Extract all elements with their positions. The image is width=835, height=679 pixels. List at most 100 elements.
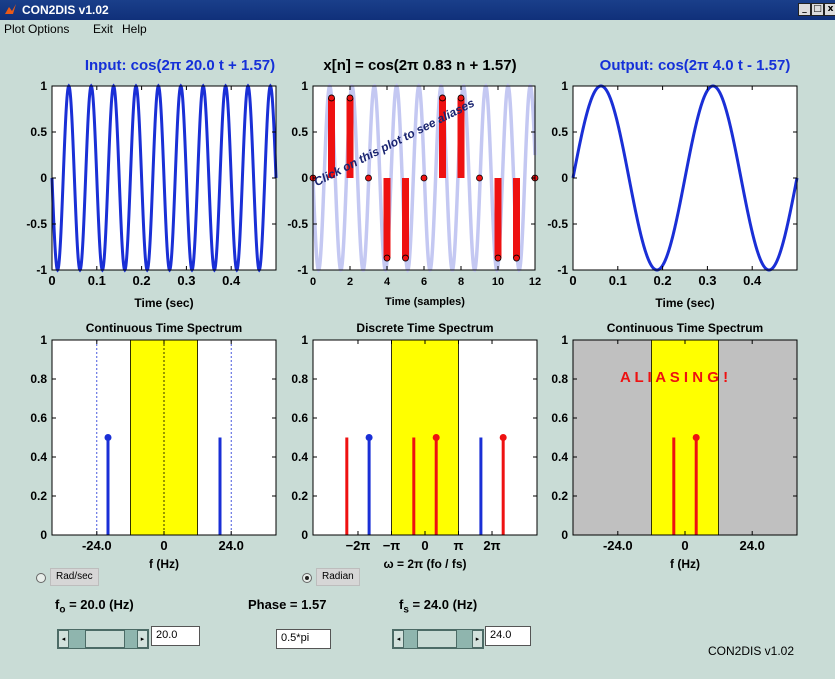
rad-sec-label: Rad/sec [50,568,99,586]
x-tick-label: 0 [48,273,55,288]
y-tick-label: -1 [557,263,568,277]
y-tick-label: 1 [561,333,568,347]
fo-slider[interactable]: ◂ ▸ [57,629,149,649]
menu-plot-options[interactable]: Plot Options [4,22,70,36]
phase-value-field[interactable]: 0.5*pi [276,629,331,649]
sample-marker [420,174,428,182]
spectrum-marker [499,434,507,441]
baseband-region [651,339,719,536]
y-tick-label: -0.5 [26,217,47,231]
fs-slider-right-arrow[interactable]: ▸ [472,630,483,648]
baseband-region [391,339,459,536]
x-tick-label: π [454,538,464,553]
sample-marker [402,254,409,262]
sample-marker [328,94,335,102]
fs-slider-left-arrow[interactable]: ◂ [393,630,404,648]
y-tick-label: 0.2 [30,489,47,503]
y-tick-label: 0.5 [30,125,47,139]
spectrum-marker [432,434,440,441]
x-tick-label: -24.0 [603,538,633,553]
y-tick-label: 0.4 [551,450,568,464]
fo-value-field[interactable]: 20.0 [151,626,200,646]
y-tick-label: -0.5 [287,217,308,231]
x-tick-label: 0 [421,538,428,553]
input-plot-title: Input: cos(2π 20.0 t + 1.57) [84,57,276,74]
x-tick-label: 10 [492,276,504,288]
fo-slider-right-arrow[interactable]: ▸ [137,630,148,648]
fo-slider-thumb[interactable] [84,630,125,648]
x-tick-label: 6 [421,276,427,288]
y-tick-label: 1 [561,79,568,93]
discrete-plot-title: x[n] = cos(2π 0.83 n + 1.57) [323,57,517,74]
close-icon[interactable]: x [824,3,835,16]
input-plot: 0 0.1 0.2 0.3 0.4 -1 -0.5 0 0.5 1 [26,79,278,288]
cont-left-xlabel: f (Hz) [149,557,179,571]
discrete-xlabel: Time (samples) [385,296,465,308]
x-tick-label: 0.2 [133,273,151,288]
fo-slider-left-arrow[interactable]: ◂ [58,630,69,648]
sample-marker [476,174,483,182]
disc-spectrum-plot: −2π −π 0 π 2π 0 0.2 0.4 0.6 0.8 1 [291,333,538,553]
sample-marker [457,94,465,102]
sample-marker [513,254,520,262]
maximize-icon[interactable]: □ [811,3,824,16]
x-tick-label: 12 [529,276,541,288]
sample-marker [365,174,372,182]
minimize-icon[interactable]: _ [798,3,811,16]
y-tick-label: 0.6 [551,411,568,425]
x-tick-label: 0 [569,273,576,288]
x-tick-label: 0.1 [609,273,627,288]
disc-spectrum-title: Discrete Time Spectrum [356,321,494,335]
x-tick-label: 0.4 [743,273,762,288]
signal-line [571,84,799,272]
x-tick-label: 4 [384,276,391,288]
menu-help[interactable]: Help [122,22,147,36]
x-tick-label: 0.4 [222,273,241,288]
x-tick-label: 0 [310,276,316,288]
x-tick-label: −2π [346,538,371,553]
radian-label: Radian [316,568,360,586]
x-tick-label: 0 [160,538,167,553]
x-tick-label: 24.0 [219,538,244,553]
fs-slider[interactable]: ◂ ▸ [392,629,484,649]
y-tick-label: 0.5 [291,125,308,139]
x-tick-label: −π [383,538,401,553]
disc-spec-xlabel: ω = 2π (fo / fs) [383,557,467,571]
y-tick-label: 0.6 [291,411,308,425]
cont-spectrum-right-title: Continuous Time Spectrum [606,321,764,335]
menu-exit[interactable]: Exit [93,22,114,36]
y-tick-label: 1 [40,333,47,347]
y-tick-label: 0.8 [551,372,568,386]
sample-marker [494,254,502,262]
y-tick-label: 0 [40,171,47,185]
fs-value-field[interactable]: 24.0 [485,626,531,646]
y-tick-label: 0.6 [30,411,47,425]
spectrum-marker [104,434,112,441]
radian-radio[interactable] [302,573,312,583]
y-tick-label: 0 [301,171,308,185]
cont-spectrum-right-plot: -24.0 0 24.0 0 0.2 0.4 0.6 0.8 1 [551,333,798,553]
y-tick-label: 1 [301,79,308,93]
y-tick-label: 1 [301,333,308,347]
y-tick-label: 0 [561,528,568,542]
spectrum-marker [365,434,373,441]
rad-sec-radio[interactable] [36,573,46,583]
y-tick-label: -1 [36,263,47,277]
window-title: CON2DIS v1.02 [22,3,109,17]
x-tick-label: 0.3 [177,273,195,288]
matlab-logo-icon [5,4,16,14]
x-tick-label: 0.1 [88,273,106,288]
x-tick-label: -24.0 [82,538,112,553]
x-tick-label: 8 [458,276,464,288]
sample-marker [383,254,391,262]
y-tick-label: 0.4 [291,450,308,464]
fs-slider-thumb[interactable] [416,630,457,648]
menu-bar: Plot Options Exit Help [0,20,835,38]
y-tick-label: 0.5 [551,125,568,139]
y-tick-label: -0.5 [547,217,568,231]
y-tick-label: 0.8 [30,372,47,386]
aliasing-annotation: A L I A S I N G ! [620,369,729,386]
y-tick-label: 0.8 [291,372,308,386]
signal-line [50,83,278,273]
discrete-plot[interactable]: 0 2 4 6 8 10 12 -1 -0.5 0 0.5 1 [287,79,541,288]
